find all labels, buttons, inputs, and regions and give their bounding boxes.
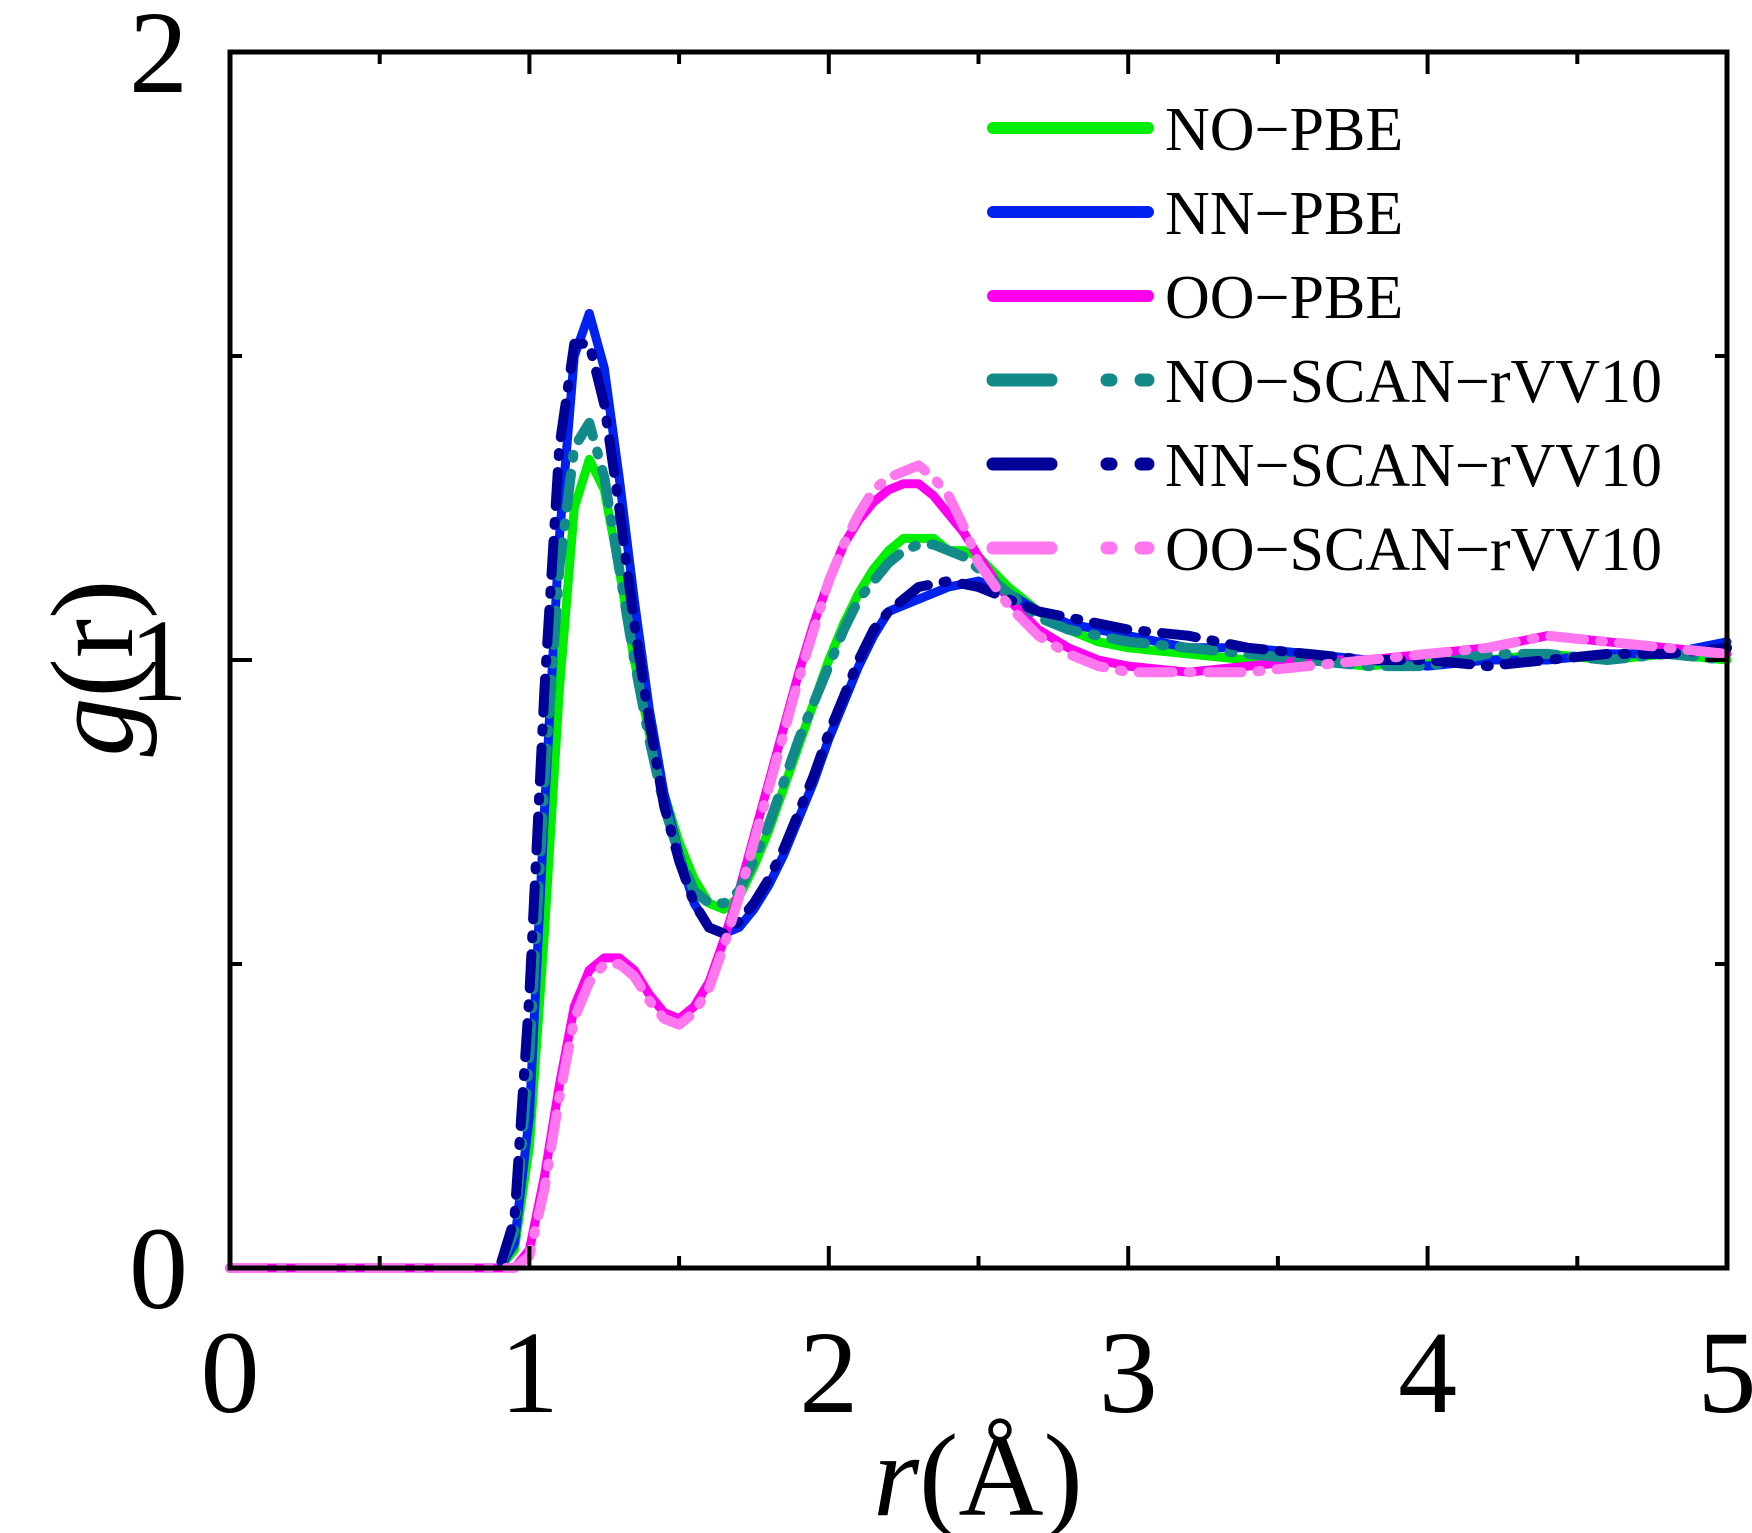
x-axis-title: r(Å): [873, 1410, 1083, 1533]
series-layer: [225, 308, 1732, 1273]
y-axis-title-arg: (r): [27, 580, 158, 698]
y-tick-label: 1: [129, 595, 188, 726]
x-tick-label: 0: [201, 1307, 260, 1438]
legend-label: NO−SCAN−rVV10: [1165, 348, 1662, 416]
x-tick-label: 5: [1698, 1307, 1752, 1438]
legend-item: NO−SCAN−rVV10: [986, 348, 1662, 416]
series-line: [225, 338, 1732, 1273]
legend-item: NN−PBE: [987, 180, 1403, 248]
legend-item: OO−SCAN−rVV10: [986, 516, 1662, 584]
legend-label: NN−PBE: [1165, 180, 1403, 248]
series-line: [225, 460, 1732, 1273]
legend-item: NO−PBE: [987, 96, 1403, 164]
x-tick-label: 2: [799, 1307, 858, 1438]
y-tick-label: 2: [129, 0, 188, 118]
ticks-layer: 0 1 2 3 4 5 0 1 2: [129, 0, 1752, 1438]
x-axis-title-symbol: r: [873, 1410, 920, 1533]
legend-label: NN−SCAN−rVV10: [1165, 432, 1662, 500]
series-line: [225, 479, 1732, 1273]
legend-label: NO−PBE: [1165, 96, 1403, 164]
series-line: [225, 417, 1732, 1273]
y-tick-label: 0: [129, 1203, 188, 1334]
x-tick-label: 3: [1099, 1307, 1158, 1438]
legend-item: NN−SCAN−rVV10: [986, 432, 1662, 500]
legend-label: OO−SCAN−rVV10: [1165, 516, 1662, 584]
legend-label: OO−PBE: [1165, 264, 1403, 332]
x-tick-label: 4: [1398, 1307, 1457, 1438]
legend: NO−PBE NN−PBE OO−PBE NO−SCAN−rVV10 NN−SCAN−r…: [986, 96, 1662, 584]
y-axis-title: g(r): [27, 580, 158, 757]
x-tick-label: 1: [500, 1307, 559, 1438]
legend-item: OO−PBE: [987, 264, 1403, 332]
x-axis-title-unit: (Å): [919, 1410, 1083, 1533]
y-axis-title-symbol: g: [27, 697, 158, 756]
